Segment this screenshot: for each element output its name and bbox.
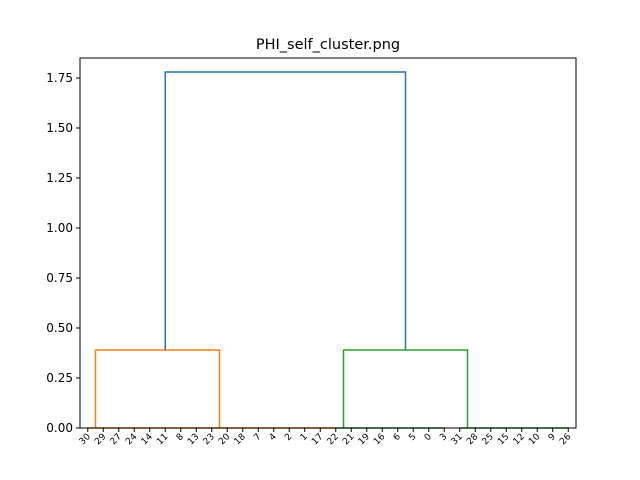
leaf-label: 6 bbox=[392, 432, 403, 443]
dendrogram-links bbox=[87, 71, 569, 429]
leaf-label: 23 bbox=[202, 432, 217, 447]
leaf-label: 21 bbox=[341, 432, 356, 447]
leaf-label: 12 bbox=[512, 432, 527, 447]
leaf-label: 0 bbox=[423, 432, 434, 443]
leaf-label: 31 bbox=[450, 432, 465, 447]
cluster-link bbox=[164, 71, 407, 350]
leaf-label: 1 bbox=[299, 432, 310, 443]
y-tick-label: 1.00 bbox=[46, 221, 73, 235]
plot-frame bbox=[79, 57, 577, 429]
y-tick-label: 0.50 bbox=[46, 321, 73, 335]
leaf-label: 14 bbox=[140, 432, 155, 447]
leaf-label: 7 bbox=[252, 432, 263, 443]
leaf-label: 3 bbox=[438, 432, 449, 443]
cluster-link bbox=[342, 349, 469, 428]
leaf-label: 11 bbox=[155, 432, 170, 447]
cluster-link bbox=[94, 349, 221, 428]
y-tick-label: 1.75 bbox=[46, 71, 73, 85]
leaf-label: 26 bbox=[558, 432, 573, 447]
leaf-label: 16 bbox=[372, 432, 387, 447]
leaf-label: 15 bbox=[496, 432, 511, 447]
leaf-label: 30 bbox=[78, 432, 93, 447]
leaf-label: 2 bbox=[283, 432, 294, 443]
leaf-label: 24 bbox=[124, 432, 139, 447]
leaf-label: 20 bbox=[217, 432, 232, 447]
leaf-label: 5 bbox=[407, 432, 418, 443]
leaf-label: 29 bbox=[93, 432, 108, 447]
y-axis: 0.00 0.25 0.50 0.75 1.00 1.25 1.50 1.75 bbox=[46, 71, 80, 435]
y-tick-label: 0.75 bbox=[46, 271, 73, 285]
y-tick-label: 1.50 bbox=[46, 121, 73, 135]
y-tick-label: 0.00 bbox=[46, 421, 73, 435]
leaf-label: 8 bbox=[175, 432, 186, 443]
leaf-label: 22 bbox=[326, 432, 341, 447]
y-tick-label: 0.25 bbox=[46, 371, 73, 385]
leaf-label: 18 bbox=[233, 432, 248, 447]
leaf-label: 13 bbox=[186, 432, 201, 447]
leaf-label: 17 bbox=[310, 432, 325, 447]
y-tick-label: 1.25 bbox=[46, 171, 73, 185]
leaf-label: 9 bbox=[547, 432, 558, 443]
leaf-label: 27 bbox=[109, 432, 124, 447]
leaf-label: 10 bbox=[527, 432, 542, 447]
chart-title: PHI_self_cluster.png bbox=[256, 37, 400, 53]
leaf-label: 25 bbox=[481, 432, 496, 447]
leaf-label: 19 bbox=[357, 432, 372, 447]
leaf-label: 28 bbox=[465, 432, 480, 447]
leaf-label: 4 bbox=[268, 432, 279, 443]
x-axis: 30 29 27 24 14 11 8 13 23 20 18 7 4 2 1 17 22 21 19 16 6 5 0 3 3… bbox=[78, 428, 574, 447]
